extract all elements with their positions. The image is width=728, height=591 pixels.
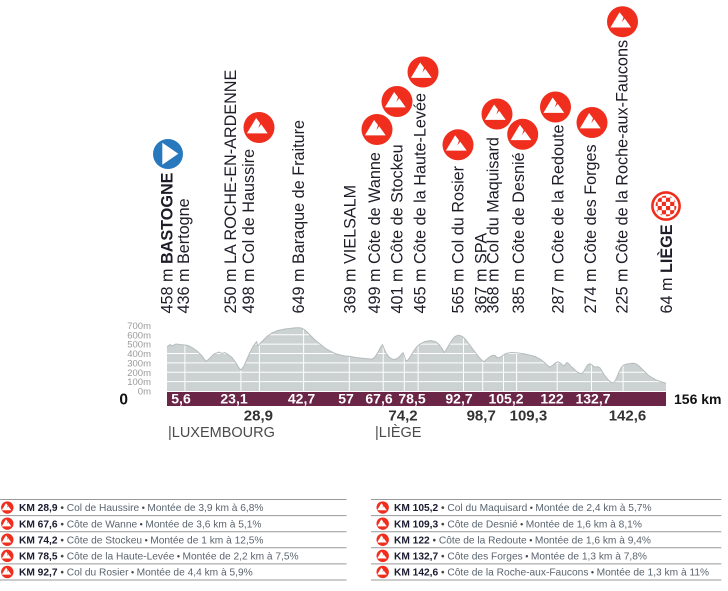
- svg-text:5,6: 5,6: [171, 391, 191, 407]
- svg-text:122: 122: [540, 391, 564, 407]
- svg-text:465 m Côte de la Haute-Levée: 465 m Côte de la Haute-Levée: [411, 93, 429, 313]
- svg-text:400m: 400m: [127, 349, 151, 360]
- svg-text:500m: 500m: [127, 340, 151, 351]
- svg-text:KM 122 • Côte de la Redoute •: KM 122 • Côte de la Redoute • Montée de …: [394, 535, 651, 546]
- svg-text:105,2: 105,2: [488, 391, 523, 407]
- svg-text:109,3: 109,3: [510, 408, 548, 425]
- svg-text:KM 132,7 • Côte des Forges • M: KM 132,7 • Côte des Forges • Montée de 1…: [394, 551, 647, 562]
- svg-text:KM 109,3 • Côte de Desnié • Mo: KM 109,3 • Côte de Desnié • Montée de 1,…: [394, 519, 642, 530]
- svg-text:498 m Col de Haussire: 498 m Col de Haussire: [240, 149, 258, 314]
- svg-text:67,6: 67,6: [365, 391, 392, 407]
- svg-text:274 m Côte des Forges: 274 m Côte des Forges: [582, 144, 600, 313]
- svg-text:300m: 300m: [127, 358, 151, 369]
- svg-text:0m: 0m: [138, 387, 151, 398]
- svg-text:KM 105,2 • Col du Maquisard •: KM 105,2 • Col du Maquisard • Montée de …: [394, 503, 652, 514]
- svg-text:287 m Côte de la Redoute: 287 m Côte de la Redoute: [549, 125, 567, 314]
- svg-text:499 m Côte de Wanne: 499 m Côte de Wanne: [366, 152, 384, 313]
- svg-text:|LUXEMBOURG: |LUXEMBOURG: [168, 425, 275, 441]
- svg-text:KM 92,7 • Col du Rosier • Mont: KM 92,7 • Col du Rosier • Montée de 4,4 …: [19, 568, 253, 579]
- svg-text:565 m Col du Rosier: 565 m Col du Rosier: [449, 165, 467, 313]
- svg-text:436 m Bertogne: 436 m Bertogne: [175, 198, 193, 313]
- svg-text:|LIÈGE: |LIÈGE: [375, 424, 422, 441]
- svg-text:700m: 700m: [127, 321, 151, 332]
- svg-text:64 m LIÈGE: 64 m LIÈGE: [657, 224, 676, 313]
- svg-text:225 m Côte de la Roche-aux-Fau: 225 m Côte de la Roche-aux-Faucons: [613, 40, 631, 314]
- svg-text:369 m VIELSALM: 369 m VIELSALM: [341, 185, 359, 314]
- svg-text:42,7: 42,7: [288, 391, 315, 407]
- svg-text:28,9: 28,9: [244, 408, 273, 425]
- svg-text:92,7: 92,7: [445, 391, 472, 407]
- svg-text:200m: 200m: [127, 368, 151, 379]
- svg-text:401 m Côte de Stockeu: 401 m Côte de Stockeu: [388, 144, 406, 313]
- svg-text:250 m LA ROCHE-EN-ARDENNE: 250 m LA ROCHE-EN-ARDENNE: [222, 70, 240, 314]
- svg-text:KM 28,9 • Col de Haussire • Mo: KM 28,9 • Col de Haussire • Montée de 3,…: [19, 503, 263, 514]
- svg-text:78,5: 78,5: [398, 391, 425, 407]
- svg-text:0: 0: [119, 392, 128, 409]
- svg-text:368 m Col du Maquisard: 368 m Col du Maquisard: [485, 137, 503, 313]
- svg-text:98,7: 98,7: [467, 408, 496, 425]
- svg-text:KM 142,6 • Côte de la Roche-au: KM 142,6 • Côte de la Roche-aux-Faucons …: [394, 568, 709, 579]
- svg-text:57: 57: [338, 391, 354, 407]
- svg-text:385 m Côte de Desnié: 385 m Côte de Desnié: [510, 152, 528, 313]
- svg-text:156 km: 156 km: [674, 391, 721, 407]
- svg-text:KM 67,6 • Côte de Wanne • Mont: KM 67,6 • Côte de Wanne • Montée de 3,6 …: [19, 519, 261, 530]
- svg-text:132,7: 132,7: [575, 391, 610, 407]
- svg-text:600m: 600m: [127, 330, 151, 341]
- svg-text:74,2: 74,2: [388, 408, 417, 425]
- svg-text:649 m Baraque de Fraiture: 649 m Baraque de Fraiture: [290, 120, 308, 313]
- svg-text:KM 74,2 • Côte de Stockeu • Mo: KM 74,2 • Côte de Stockeu • Montée de 1 …: [19, 535, 264, 546]
- svg-text:458 m BASTOGNE: 458 m BASTOGNE: [158, 172, 176, 313]
- svg-text:23,1: 23,1: [220, 391, 247, 407]
- svg-text:KM 78,5 • Côte de la Haute-Lev: KM 78,5 • Côte de la Haute-Levée • Monté…: [19, 551, 299, 562]
- svg-text:100m: 100m: [127, 377, 151, 388]
- svg-text:142,6: 142,6: [609, 408, 647, 425]
- svg-text:367 m SPA: 367 m SPA: [473, 233, 491, 314]
